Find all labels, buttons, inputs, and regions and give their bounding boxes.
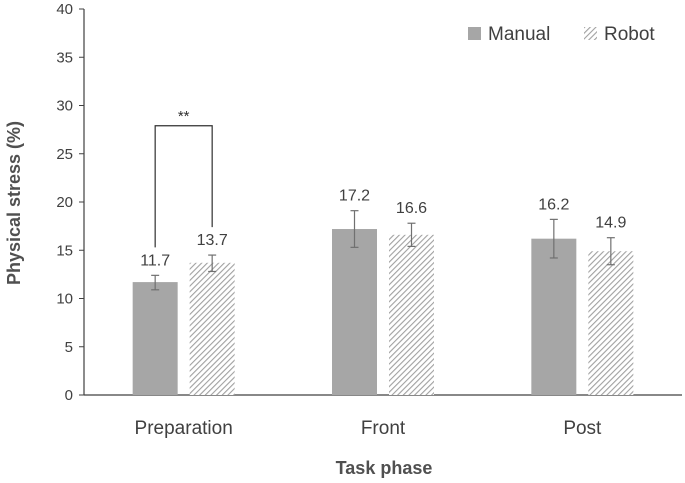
x-category-label: Preparation: [135, 418, 233, 439]
bar-robot: [189, 262, 235, 395]
significance-label: **: [178, 108, 190, 125]
data-label: 13.7: [197, 232, 228, 249]
data-label: 17.2: [339, 188, 370, 205]
y-tick-label: 5: [65, 339, 73, 356]
y-tick-label: 20: [56, 194, 73, 211]
x-category-label: Front: [361, 418, 406, 439]
bar-manual: [132, 282, 178, 395]
y-tick-label: 15: [56, 242, 73, 259]
y-tick-label: 40: [56, 1, 73, 18]
data-label: 16.6: [396, 200, 427, 217]
y-tick-label: 0: [65, 387, 73, 404]
significance-bracket: [154, 125, 213, 248]
legend-label: Manual: [488, 24, 550, 45]
bar-manual: [531, 238, 577, 395]
data-label: 11.7: [140, 252, 170, 269]
bar-robot: [588, 251, 634, 395]
legend-swatch-manual: [468, 27, 481, 40]
bar-robot: [389, 234, 434, 395]
y-axis-title: Physical stress (%): [4, 121, 24, 285]
x-category-label: Post: [563, 418, 602, 439]
data-label: 14.9: [595, 215, 626, 232]
plot-area: 0 5 10 15 20 25 30 35 40 Preparation 11.7 13.7 Front…: [56, 1, 682, 439]
y-tick-label: 10: [56, 291, 73, 308]
data-label: 16.2: [538, 196, 569, 213]
y-tick-label: 25: [56, 146, 73, 163]
legend-label: Robot: [604, 24, 655, 45]
bar-manual: [332, 229, 377, 395]
y-tick-label: 35: [56, 49, 73, 66]
legend-swatch-robot: [584, 27, 597, 40]
y-tick-label: 30: [56, 98, 73, 115]
x-axis-title: Task phase: [336, 458, 433, 478]
